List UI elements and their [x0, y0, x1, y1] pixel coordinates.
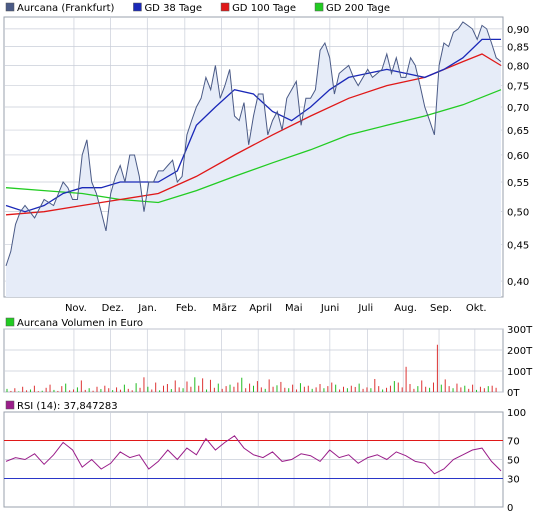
legend-label: RSI (14): 37,847283 [17, 401, 118, 412]
volume-legend: Aurcana Volumen in Euro [5, 317, 143, 329]
y-tick-label: 100T [507, 367, 533, 378]
legend-swatch [5, 317, 15, 327]
x-tick-label: Juni [320, 303, 339, 314]
y-tick-label: 0T [507, 388, 520, 399]
y-tick-label: 0,75 [507, 82, 529, 93]
x-tick-label: April [249, 303, 272, 314]
series-line [5, 53, 502, 216]
legend-swatch [133, 2, 142, 12]
x-tick-label: Feb. [176, 303, 197, 314]
series-line [5, 38, 501, 213]
price-area [6, 22, 501, 297]
y-tick-label: 0,70 [507, 103, 529, 114]
x-tick-label: Mai [285, 303, 303, 314]
rsi-panel: 100 70 50 30 0 [3, 408, 526, 514]
legend-swatch [314, 2, 324, 12]
x-tick-label: Jan. [137, 303, 157, 314]
price-legend: Aurcana (Frankfurt) GD 38 Tage GD 100 Tage… [5, 2, 390, 14]
y-tick-label: 0,60 [507, 151, 529, 162]
legend-label: GD 100 Tage [232, 3, 296, 14]
y-tick-label: 200T [507, 346, 533, 357]
y-tick-label: 0,80 [507, 61, 529, 72]
y-tick-label: 0,45 [507, 240, 529, 251]
y-tick-label: 0 [507, 503, 513, 514]
legend-swatch [5, 400, 15, 410]
x-tick-label: Okt. [466, 303, 487, 314]
x-tick-label: Dez. [102, 303, 124, 314]
y-tick-label: 300T [507, 325, 533, 336]
y-tick-label: 0,65 [507, 126, 529, 137]
price-panel: 0,90 0,85 0,80 0,75 0,70 0,65 0,60 0,55 0,50 0,45… [3, 16, 529, 314]
series-line [5, 21, 502, 267]
y-tick-label: 0,85 [507, 43, 529, 54]
y-tick-label: 30 [507, 475, 520, 486]
panel-frame [3, 328, 504, 393]
y-tick-label: 0,90 [507, 25, 529, 36]
rsi-legend: RSI (14): 37,847283 [5, 400, 118, 412]
y-tick-label: 50 [507, 456, 520, 467]
x-tick-label: Sep. [430, 303, 452, 314]
legend-label: GD 200 Tage [326, 3, 390, 14]
y-tick-label: 100 [507, 408, 526, 419]
y-tick-label: 0,55 [507, 178, 529, 189]
legend-swatch [220, 2, 230, 12]
legend-label: Aurcana (Frankfurt) [17, 3, 115, 14]
x-tick-label: Nov. [65, 303, 87, 314]
y-tick-label: 0,40 [507, 277, 529, 288]
legend-label: Aurcana Volumen in Euro [17, 318, 143, 329]
series-line [5, 89, 502, 204]
legend-swatch [5, 2, 15, 12]
x-tick-label: Aug. [394, 303, 417, 314]
volume-panel: 300T 200T 100T 0T [3, 325, 533, 399]
y-tick-label: 70 [507, 437, 520, 448]
x-tick-label: Juli [357, 303, 373, 314]
legend-label: GD 38 Tage [144, 3, 202, 14]
x-tick-label: März [213, 303, 237, 314]
y-tick-label: 0,50 [507, 208, 529, 219]
series-line [5, 435, 502, 475]
